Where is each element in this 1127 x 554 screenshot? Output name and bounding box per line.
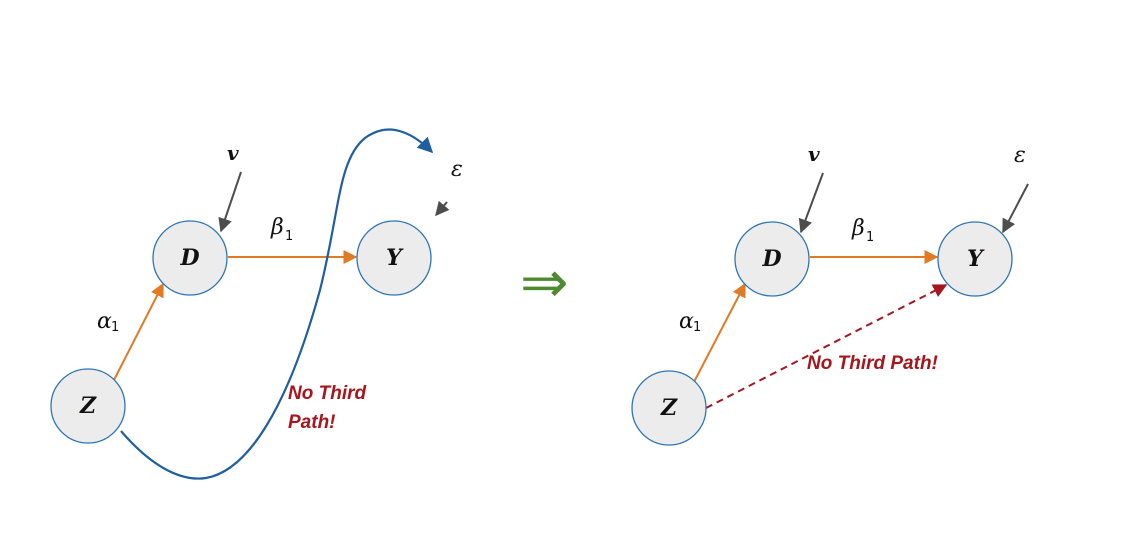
right-label-beta-sub: 1 <box>866 230 874 245</box>
left-label-v: v <box>227 141 239 165</box>
right-edge-epsilon-to-y <box>1003 184 1028 232</box>
right-node-y: Y <box>938 222 1012 296</box>
right-label-epsilon: ε <box>1014 143 1026 168</box>
left-node-y: Y <box>357 221 431 295</box>
left-note-line1: No Third <box>288 383 366 404</box>
right-note: No Third Path! <box>807 353 938 374</box>
left-label-epsilon: ε <box>451 157 463 182</box>
right-diagram: D Y Z v ε β 1 α 1 No Third Path! <box>632 142 1028 445</box>
left-edge-epsilon-to-y <box>436 202 447 215</box>
svg-text:Y: Y <box>967 246 985 272</box>
left-node-z: Z <box>51 369 125 443</box>
right-edge-v-to-d <box>801 173 823 232</box>
left-label-alpha: α <box>97 309 112 334</box>
svg-text:Z: Z <box>660 395 678 421</box>
svg-text:Z: Z <box>79 393 97 419</box>
left-diagram: D Y Z v ε β 1 α 1 No Third Path! <box>51 130 463 479</box>
left-edge-z-to-d <box>114 284 163 380</box>
right-label-beta: β <box>851 216 865 241</box>
implies-arrow-icon: ⇒ <box>520 248 569 316</box>
right-label-alpha: α <box>679 309 694 334</box>
right-label-v: v <box>808 142 820 166</box>
svg-text:D: D <box>761 246 781 272</box>
left-edge-v-to-d <box>221 172 241 231</box>
svg-text:D: D <box>179 245 199 271</box>
right-node-z: Z <box>632 371 706 445</box>
left-label-beta: β <box>270 215 284 240</box>
left-node-d: D <box>153 221 227 295</box>
right-label-alpha-sub: 1 <box>693 320 701 335</box>
left-label-alpha-sub: 1 <box>111 320 119 335</box>
svg-text:Y: Y <box>386 245 404 271</box>
right-node-d: D <box>735 222 809 296</box>
left-backdoor-curve <box>121 130 432 479</box>
left-note-line2: Path! <box>288 412 336 433</box>
left-label-beta-sub: 1 <box>285 229 293 244</box>
right-edge-z-to-y-dashed <box>706 285 946 408</box>
right-edge-z-to-d <box>694 284 745 382</box>
